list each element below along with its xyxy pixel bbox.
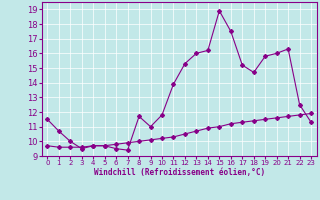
X-axis label: Windchill (Refroidissement éolien,°C): Windchill (Refroidissement éolien,°C) [94,168,265,177]
